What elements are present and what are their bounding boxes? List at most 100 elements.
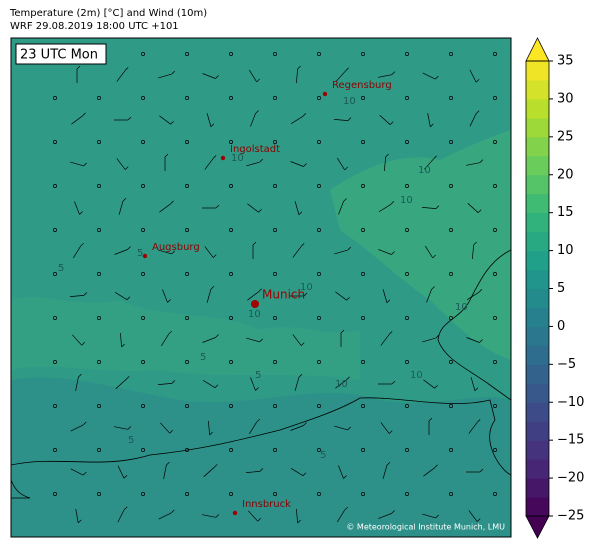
wind-barb xyxy=(214,384,219,388)
colorbar-tick-label: 10 xyxy=(557,243,574,258)
station xyxy=(141,184,145,188)
wind-barb xyxy=(290,467,304,477)
wind-barb xyxy=(391,251,395,255)
station xyxy=(141,96,145,100)
station xyxy=(229,52,233,56)
wind-barb xyxy=(334,425,348,431)
wind-barb xyxy=(248,421,258,435)
colorbar-tick-label: −5 xyxy=(557,357,576,372)
colorbar-band xyxy=(526,497,549,517)
station xyxy=(185,272,189,276)
station xyxy=(53,492,57,496)
station xyxy=(493,360,497,364)
wind-barb xyxy=(75,377,79,391)
map-frame xyxy=(10,37,512,538)
wind-barb xyxy=(162,289,168,303)
wind-barb xyxy=(343,475,347,479)
wind-barb xyxy=(202,514,216,518)
station xyxy=(97,492,101,496)
station xyxy=(405,52,409,56)
wind-barb xyxy=(290,115,304,125)
wind-barb xyxy=(435,334,439,339)
contour-label: 10 xyxy=(455,302,468,313)
wind-barb xyxy=(296,508,298,524)
wind-barb xyxy=(122,198,127,202)
title: Temperature (2m) [°C] and Wind (10m) xyxy=(9,8,207,19)
wind-barb xyxy=(386,299,391,303)
wind-barb xyxy=(431,286,435,290)
wind-barb xyxy=(391,380,396,385)
wind-barb xyxy=(303,422,307,426)
wind-barb xyxy=(215,514,220,518)
time-label: 23 UTC Mon xyxy=(20,48,98,63)
wind-barb xyxy=(421,207,437,209)
contour-label: 5 xyxy=(255,370,261,381)
wind-barb xyxy=(479,468,484,473)
wind-barb xyxy=(380,422,390,434)
wind-barb xyxy=(340,329,345,334)
wind-barb xyxy=(258,288,262,293)
wind-barb xyxy=(386,462,391,466)
station xyxy=(405,316,409,320)
city-label: Augsburg xyxy=(152,242,200,253)
wind-barb xyxy=(346,376,350,381)
station xyxy=(97,360,101,364)
station xyxy=(97,96,101,100)
station xyxy=(185,404,189,408)
wind-barb xyxy=(422,513,436,519)
wind-barb xyxy=(298,374,303,378)
wind-barb xyxy=(83,162,87,167)
wind-barb xyxy=(171,70,175,75)
wind-barb xyxy=(476,419,481,423)
wind-barb xyxy=(292,246,302,258)
colorbar-band xyxy=(526,269,549,289)
wind-barb xyxy=(115,379,127,389)
station xyxy=(273,96,277,100)
colorbar-tick-label: −15 xyxy=(557,433,584,448)
wind-barb xyxy=(118,201,124,215)
station xyxy=(493,184,497,188)
wind-barb xyxy=(422,337,436,343)
station xyxy=(405,140,409,144)
station xyxy=(449,360,453,364)
wind-barb xyxy=(430,123,434,128)
station xyxy=(361,228,365,232)
city-dot xyxy=(220,155,226,161)
wind-barb xyxy=(127,246,131,250)
colorbar-band xyxy=(526,250,549,271)
station xyxy=(141,52,145,56)
wind-barb xyxy=(391,510,395,514)
station xyxy=(185,492,189,496)
wind-barb xyxy=(466,337,480,343)
station xyxy=(317,316,321,320)
wind-barb xyxy=(77,519,82,524)
wind-barb xyxy=(474,387,479,391)
station xyxy=(97,404,101,408)
contour-label: 5 xyxy=(128,435,134,446)
station xyxy=(493,316,497,320)
city-dot xyxy=(142,253,148,259)
wind-barb xyxy=(215,334,219,338)
wind-barb xyxy=(248,69,258,83)
wind-barb xyxy=(335,291,347,301)
wind-barb xyxy=(335,379,347,389)
station xyxy=(405,96,409,100)
wind-barb xyxy=(159,115,171,125)
wind-barb xyxy=(296,68,298,84)
contour-label: 10 xyxy=(343,96,356,107)
colorbar-tick-label: −20 xyxy=(557,471,584,486)
station xyxy=(449,184,453,188)
wind-barb xyxy=(158,512,172,520)
station xyxy=(273,316,277,320)
station xyxy=(317,140,321,144)
colorbar-band xyxy=(526,459,549,479)
wind-barb xyxy=(70,424,84,432)
station xyxy=(405,448,409,452)
wind-barb xyxy=(74,201,80,215)
contour-label: 5 xyxy=(320,450,326,461)
colorbar-band xyxy=(526,136,549,157)
station xyxy=(53,316,57,320)
wind-barb xyxy=(116,158,126,170)
station xyxy=(449,448,453,452)
wind-barb xyxy=(473,241,477,246)
